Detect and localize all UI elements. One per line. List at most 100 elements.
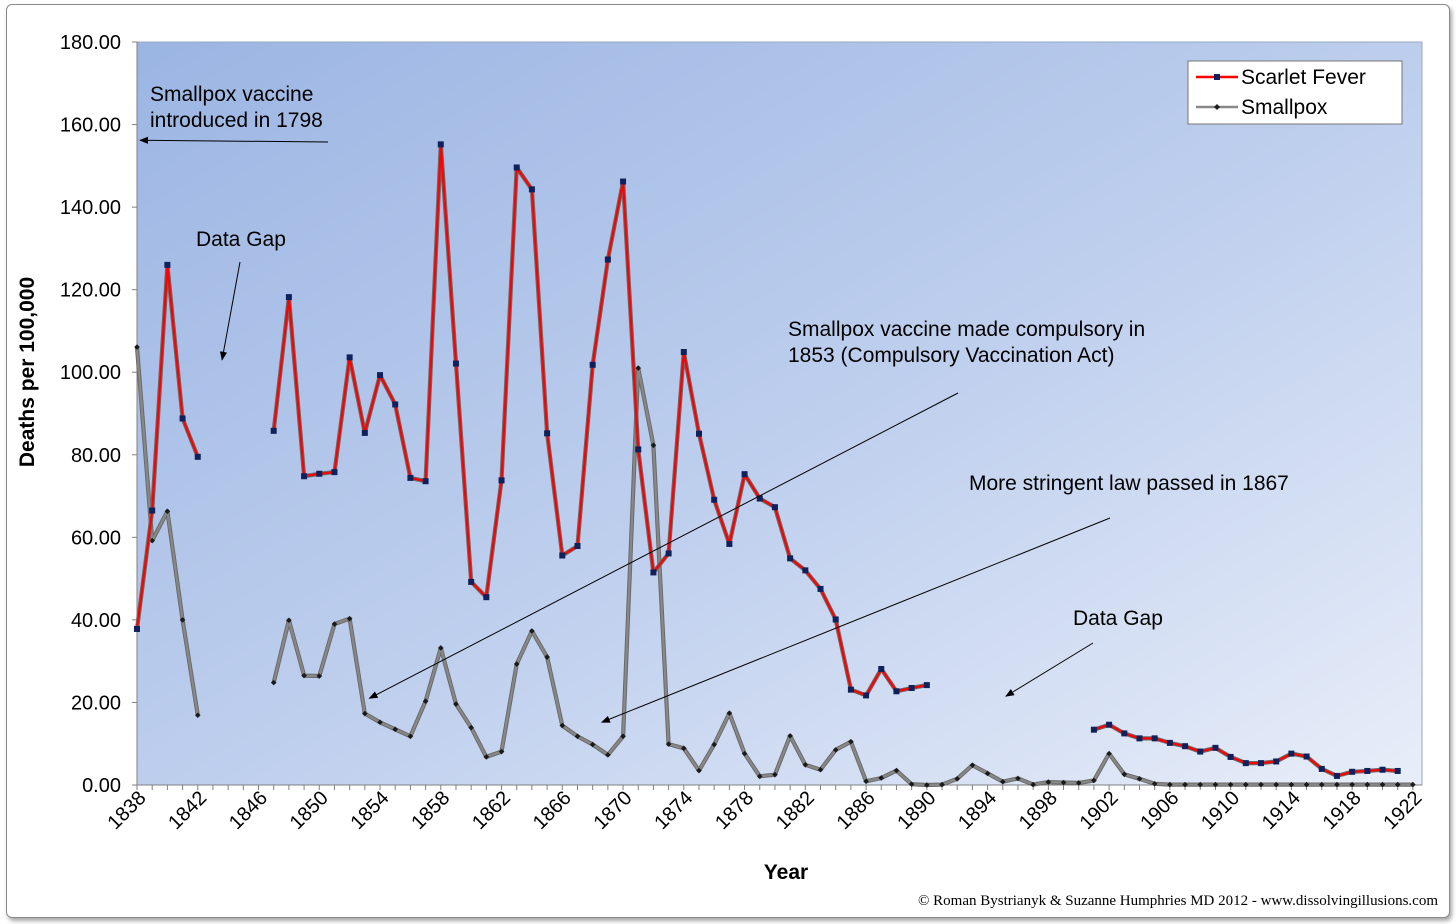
x-tick-label: 1882: [772, 787, 819, 834]
data-point-scarlet-fever: [923, 682, 930, 689]
data-point-smallpox: [999, 778, 1006, 785]
data-point-scarlet-fever: [528, 186, 535, 193]
data-point-smallpox: [681, 745, 687, 752]
data-point-scarlet-fever: [331, 469, 338, 476]
data-point-smallpox: [726, 710, 733, 716]
y-ticks: 0.00 20.00 40.00 60.00 80.00 100.00 120.00 140.…: [60, 32, 137, 797]
data-point-smallpox: [1379, 781, 1386, 788]
series-line-scarlet-fever: [272, 143, 928, 697]
data-point-scarlet-fever: [1333, 772, 1340, 779]
data-point-smallpox: [984, 770, 991, 777]
data-point-smallpox: [650, 442, 657, 449]
data-point-scarlet-fever: [680, 348, 687, 355]
data-point-smallpox: [437, 645, 444, 651]
data-point-smallpox: [1349, 781, 1355, 788]
data-point-smallpox: [817, 766, 824, 773]
data-point-smallpox: [362, 710, 368, 717]
data-point-smallpox: [1212, 781, 1219, 788]
data-point-scarlet-fever: [1394, 767, 1401, 774]
data-point-smallpox: [149, 537, 155, 544]
annotation-text: More stringent law passed in 1867: [969, 472, 1289, 495]
data-point-scarlet-fever: [1242, 760, 1249, 767]
x-tick-label: 1862: [468, 787, 515, 834]
data-point-smallpox: [1227, 781, 1234, 788]
data-point-scarlet-fever: [377, 372, 384, 379]
data-point-scarlet-fever: [650, 569, 657, 576]
data-point-smallpox: [1364, 781, 1371, 788]
data-point-scarlet-fever: [316, 470, 323, 477]
plot-area: [136, 41, 1423, 786]
data-point-smallpox: [756, 773, 763, 780]
legend-label-scarlet-fever: Scarlet Fever: [1241, 66, 1366, 89]
x-ticks: 1838 1842 1846 1850 1854 1858 1862 1866 1870 1874…: [104, 785, 1426, 834]
data-point-scarlet-fever: [468, 578, 475, 585]
data-point-smallpox: [1318, 781, 1325, 788]
x-axis-title: Year: [764, 861, 808, 884]
data-point-scarlet-fever: [1197, 748, 1204, 755]
data-point-scarlet-fever: [452, 360, 459, 367]
data-point-smallpox: [377, 719, 383, 726]
data-point-smallpox: [179, 617, 186, 623]
data-point-smallpox: [346, 615, 353, 622]
annotations: Smallpox vaccine introduced in 1798 Data G…: [139, 83, 1289, 723]
x-tick-label: 1890: [893, 787, 940, 834]
data-point-scarlet-fever: [149, 507, 156, 514]
data-point-scarlet-fever: [665, 550, 672, 557]
data-point-scarlet-fever: [164, 261, 171, 268]
data-point-smallpox: [1273, 781, 1279, 788]
annotation-text: 1853 (Compulsory Vaccination Act): [788, 344, 1114, 367]
data-point-smallpox: [1045, 779, 1052, 785]
data-point-smallpox: [893, 767, 900, 774]
x-tick-label: 1870: [590, 787, 637, 834]
data-point-scarlet-fever: [1166, 739, 1173, 746]
data-point-smallpox: [453, 701, 459, 707]
data-point-smallpox: [574, 733, 581, 740]
data-point-scarlet-fever: [847, 686, 854, 693]
data-point-smallpox: [1182, 781, 1188, 788]
data-point-smallpox: [1060, 779, 1067, 786]
data-point-smallpox: [1394, 781, 1401, 788]
data-point-scarlet-fever: [544, 430, 551, 437]
data-point-smallpox: [194, 712, 201, 719]
data-point-smallpox: [802, 761, 809, 768]
data-point-scarlet-fever: [1212, 744, 1219, 751]
x-tick-label: 1846: [225, 787, 272, 834]
data-point-smallpox: [468, 724, 474, 731]
data-point-smallpox: [787, 733, 793, 739]
data-point-scarlet-fever: [1303, 753, 1310, 760]
annotation-arrow: [1005, 642, 1094, 697]
annotation-text: Data Gap: [1073, 607, 1163, 630]
data-point-scarlet-fever: [604, 256, 611, 263]
data-point-scarlet-fever: [878, 666, 885, 673]
data-point-scarlet-fever: [270, 427, 277, 434]
x-tick-label: 1898: [1015, 787, 1062, 834]
data-point-smallpox: [1303, 781, 1310, 788]
data-point-smallpox: [848, 738, 854, 745]
x-tick-label: 1874: [650, 787, 697, 834]
data-point-scarlet-fever: [1364, 767, 1371, 774]
data-point-scarlet-fever: [726, 540, 733, 547]
x-tick-label: 1906: [1136, 787, 1183, 834]
data-point-smallpox: [1334, 781, 1340, 788]
data-point-scarlet-fever: [771, 504, 778, 511]
legend: Scarlet Fever Smallpox: [1187, 60, 1403, 125]
data-point-smallpox: [1167, 781, 1173, 788]
data-point-smallpox: [832, 747, 839, 753]
data-point-scarlet-fever: [1288, 750, 1295, 757]
data-point-scarlet-fever: [1257, 760, 1264, 767]
data-point-smallpox: [741, 750, 748, 757]
annotation-text: Smallpox vaccine made compulsory in: [788, 318, 1145, 341]
data-point-smallpox: [1075, 780, 1082, 786]
data-point-scarlet-fever: [498, 477, 505, 484]
data-point-smallpox: [1151, 780, 1158, 787]
annotation-arrow: [368, 392, 959, 699]
data-point-scarlet-fever: [1227, 753, 1234, 760]
credit-text: © Roman Bystrianyk & Suzanne Humphries M…: [918, 893, 1438, 909]
data-point-smallpox: [513, 661, 520, 667]
data-point-smallpox: [969, 762, 976, 768]
data-point-smallpox: [635, 365, 642, 371]
legend-marker-scarlet-fever: [1214, 74, 1220, 80]
data-point-smallpox: [316, 673, 323, 679]
data-point-scarlet-fever: [574, 543, 581, 550]
data-point-smallpox: [954, 776, 961, 782]
